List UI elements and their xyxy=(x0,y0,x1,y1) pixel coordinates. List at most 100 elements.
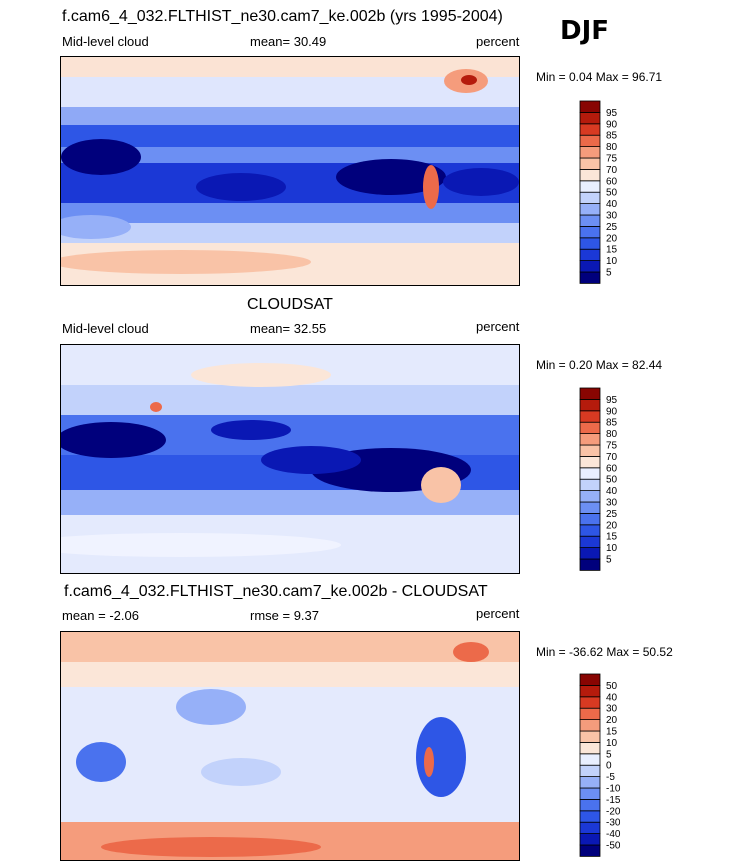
colorbar-swatch xyxy=(579,833,601,846)
colorbar-tick-label: -10 xyxy=(606,784,621,795)
colorbar-tick-label: 5 xyxy=(606,555,612,566)
colorbar-swatch xyxy=(579,776,601,789)
colorbar-tick-label: 10 xyxy=(606,738,618,749)
colorbar-swatch xyxy=(579,123,601,136)
colorbar-swatch xyxy=(579,513,601,526)
panel-1-minmax: Min = 0.04 Max = 96.71 xyxy=(536,70,663,84)
colorbar-swatch xyxy=(579,260,601,273)
colorbar-tick-label: 75 xyxy=(606,154,618,165)
panel-1-units-label: percent xyxy=(476,34,520,49)
panel-3-mean-label: mean = -2.06 xyxy=(62,608,139,623)
colorbar-swatch xyxy=(579,111,601,125)
panel-3-minmax: Min = -36.62 Max = 50.52 xyxy=(536,645,673,659)
colorbar-swatch xyxy=(579,547,601,560)
panel-3-units-label: percent xyxy=(476,606,520,621)
panel-1-colorbar: 5 10 15 20 25 30 40 50 60 70 75 80 85 90 95 xyxy=(579,100,640,286)
panel-2-map xyxy=(60,344,520,574)
colorbar-swatch xyxy=(579,753,601,766)
colorbar-swatch xyxy=(579,673,601,686)
colorbar-tick-label: 5 xyxy=(606,749,612,760)
panel-2-colorbar: 5 10 15 20 25 30 40 50 60 70 75 80 85 90 95 xyxy=(579,387,640,573)
panel-3-title: f.cam6_4_032.FLTHIST_ne30.cam7_ke.002b -… xyxy=(64,583,488,600)
colorbar-tick-label: 10 xyxy=(606,543,618,554)
colorbar-tick-label: -30 xyxy=(606,818,621,829)
colorbar-tick-label: 30 xyxy=(606,704,618,715)
colorbar-tick-label: 80 xyxy=(606,142,618,153)
panel-3-rmse-label: rmse = 9.37 xyxy=(250,608,320,623)
colorbar-swatch xyxy=(579,180,601,193)
colorbar-swatch xyxy=(579,787,601,800)
panel-1-title: f.cam6_4_032.FLTHIST_ne30.cam7_ke.002b (… xyxy=(62,8,503,25)
colorbar-swatch xyxy=(579,742,601,755)
colorbar-tick-label: 95 xyxy=(606,395,618,406)
colorbar-tick-label: 70 xyxy=(606,452,618,463)
colorbar-tick-label: 70 xyxy=(606,165,618,176)
colorbar-tick-label: 15 xyxy=(606,245,618,256)
panel-2-variable-label: Mid-level cloud xyxy=(62,321,149,336)
colorbar-swatch xyxy=(579,226,601,239)
colorbar-tick-label: 60 xyxy=(606,176,618,187)
colorbar-swatch xyxy=(579,203,601,216)
colorbar-tick-label: 95 xyxy=(606,108,618,119)
colorbar-swatch xyxy=(579,810,601,823)
colorbar-tick-label: 85 xyxy=(606,418,618,429)
colorbar-tick-label: 85 xyxy=(606,131,618,142)
panel-2-mean-label: mean= 32.55 xyxy=(250,321,327,336)
colorbar-swatch xyxy=(579,799,601,812)
colorbar-tick-label: -20 xyxy=(606,806,621,817)
colorbar-swatch xyxy=(579,490,601,503)
colorbar-swatch xyxy=(579,707,601,721)
colorbar-swatch xyxy=(579,387,601,400)
panel-1-variable-label: Mid-level cloud xyxy=(62,34,149,49)
colorbar-swatch xyxy=(579,456,601,469)
colorbar-tick-label: 80 xyxy=(606,429,618,440)
colorbar-tick-label: -40 xyxy=(606,829,621,840)
panel-2-title: CLOUDSAT xyxy=(247,296,333,313)
colorbar-swatch xyxy=(579,157,601,170)
season-label: DJF xyxy=(560,16,610,46)
colorbar-tick-label: 50 xyxy=(606,475,618,486)
colorbar-tick-label: 25 xyxy=(606,509,618,520)
panel-3-map xyxy=(60,631,520,861)
colorbar-swatch xyxy=(579,524,601,537)
colorbar-tick-label: 75 xyxy=(606,441,618,452)
colorbar-tick-label: 30 xyxy=(606,498,618,509)
colorbar-tick-label: 30 xyxy=(606,211,618,222)
colorbar-swatch xyxy=(579,146,601,159)
colorbar-swatch xyxy=(579,764,601,777)
panel-2-units-label: percent xyxy=(476,319,520,334)
colorbar-tick-label: 10 xyxy=(606,256,618,267)
colorbar-swatch xyxy=(579,844,601,857)
colorbar-tick-label: 50 xyxy=(606,188,618,199)
colorbar-swatch xyxy=(579,719,601,732)
colorbar-tick-label: 25 xyxy=(606,222,618,233)
colorbar-swatch xyxy=(579,398,601,412)
colorbar-tick-label: 90 xyxy=(606,406,618,417)
colorbar-tick-label: 90 xyxy=(606,119,618,130)
panel-1-mean-label: mean= 30.49 xyxy=(250,34,327,49)
colorbar-tick-label: -5 xyxy=(606,772,615,783)
colorbar-tick-label: 50 xyxy=(606,681,618,692)
colorbar-swatch xyxy=(579,237,601,250)
colorbar-swatch xyxy=(579,501,601,514)
colorbar-swatch xyxy=(579,169,601,182)
colorbar-swatch xyxy=(579,730,601,743)
colorbar-swatch xyxy=(579,684,601,698)
colorbar-tick-label: 40 xyxy=(606,692,618,703)
colorbar-swatch xyxy=(579,444,601,457)
colorbar-swatch xyxy=(579,214,601,227)
panel-3-colorbar: -50 -40 -30 -20 -15 -10 -5 0 5 10 15 20 30 40 50 xyxy=(579,673,640,859)
colorbar-swatch xyxy=(579,821,601,834)
colorbar-tick-label: 0 xyxy=(606,761,612,772)
colorbar-swatch xyxy=(579,421,601,435)
colorbar-swatch xyxy=(579,467,601,480)
panel-2-minmax: Min = 0.20 Max = 82.44 xyxy=(536,358,663,372)
colorbar-tick-label: 20 xyxy=(606,715,618,726)
colorbar-tick-label: 20 xyxy=(606,233,618,244)
colorbar-swatch xyxy=(579,558,601,571)
colorbar-tick-label: -15 xyxy=(606,795,621,806)
colorbar-tick-label: 40 xyxy=(606,486,618,497)
colorbar-tick-label: 5 xyxy=(606,268,612,279)
colorbar-swatch xyxy=(579,535,601,548)
colorbar-tick-label: 20 xyxy=(606,520,618,531)
